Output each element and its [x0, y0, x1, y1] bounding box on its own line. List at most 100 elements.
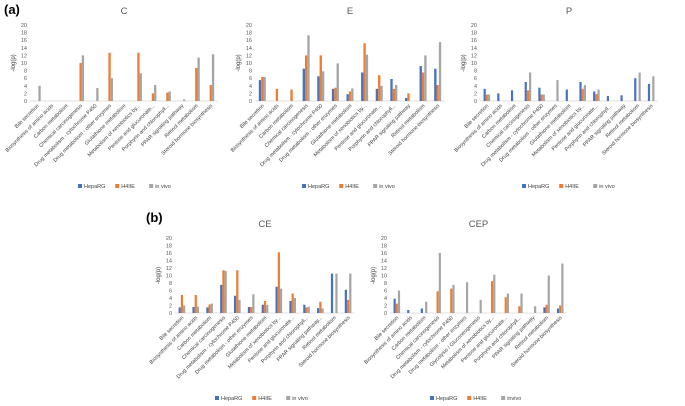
bar-h4iie: [395, 303, 398, 314]
bar-h4iie: [378, 75, 381, 101]
y-tick-label: 12: [381, 266, 387, 272]
bar-heparg: [565, 89, 568, 101]
y-tick-label: 0: [249, 99, 252, 105]
bar-in-vivo: [487, 94, 491, 101]
bar-heparg: [206, 307, 209, 314]
legend-swatch: [430, 396, 434, 400]
bar-in-vivo: [183, 305, 186, 313]
bar-h4iie: [526, 90, 530, 101]
bar-heparg: [420, 308, 423, 313]
y-tick-label: 20: [381, 236, 387, 242]
bar-in-vivo: [556, 80, 559, 101]
bar-heparg: [302, 68, 305, 101]
panel-label-b: (b): [146, 210, 163, 225]
y-axis-label: -log(p): [156, 267, 162, 284]
bar-h4iie: [319, 301, 322, 313]
bar-in-vivo: [154, 85, 157, 101]
bar-h4iie: [79, 63, 82, 101]
bar-heparg: [556, 308, 560, 313]
bar-h4iie: [581, 88, 584, 101]
bar-h4iie: [208, 304, 211, 314]
bar-in-vivo: [351, 88, 354, 101]
bar-heparg: [346, 94, 349, 101]
bar-in-vivo: [197, 57, 200, 101]
bar-heparg: [233, 295, 237, 313]
bar-h4iie: [222, 270, 225, 313]
y-tick-label: 16: [471, 38, 477, 44]
y-axis-label: -log(p): [461, 54, 467, 71]
y-tick-label: 2: [384, 304, 387, 310]
y-tick-label: 4: [474, 84, 477, 90]
bar-heparg: [483, 88, 486, 101]
bar-h4iie: [540, 94, 543, 101]
legend-swatch: [252, 396, 257, 400]
bar-in-vivo: [506, 293, 509, 313]
bar-heparg: [331, 88, 335, 101]
bar-h4iie: [151, 93, 155, 101]
bar-h4iie: [392, 88, 396, 101]
y-tick-label: 8: [474, 69, 477, 75]
legend-entry: H4IIE: [345, 184, 359, 190]
bar-h4iie: [545, 304, 548, 313]
bar-h4iie: [450, 288, 453, 314]
bar-heparg: [524, 82, 527, 101]
bar-in-vivo: [561, 263, 564, 313]
y-tick-label: 18: [166, 244, 172, 250]
chart-title: CEP: [469, 219, 489, 230]
bar-heparg: [404, 97, 408, 101]
y-tick-label: 4: [249, 84, 252, 90]
bar-h4iie: [421, 72, 425, 101]
legend-swatch: [78, 184, 82, 188]
bar-heparg: [538, 87, 541, 101]
bar-in-vivo: [210, 303, 213, 314]
y-tick-label: 12: [246, 53, 252, 59]
y-tick-label: 2: [474, 91, 477, 97]
bar-heparg: [510, 90, 514, 101]
bar-h4iie: [261, 77, 264, 101]
bar-in-vivo: [652, 76, 655, 101]
bar-h4iie: [595, 94, 598, 101]
y-tick-label: 2: [169, 304, 172, 310]
y-tick-label: 2: [249, 91, 252, 97]
y-tick-label: 10: [21, 61, 27, 67]
y-tick-label: 6: [249, 76, 252, 82]
y-tick-label: 0: [384, 311, 387, 317]
legend-swatch: [373, 184, 378, 188]
bar-in-vivo: [168, 91, 171, 101]
bar-h4iie: [559, 305, 562, 313]
bar-in-vivo: [307, 306, 310, 314]
bar-heparg: [247, 307, 251, 313]
bar-h4iie: [334, 87, 337, 101]
legend-swatch: [302, 184, 306, 188]
bar-h4iie: [108, 52, 111, 101]
y-axis-label: -log(p): [371, 267, 377, 284]
bar-in-vivo: [279, 288, 283, 314]
bar-h4iie: [518, 306, 521, 313]
legend-swatch: [339, 184, 344, 188]
y-tick-label: 10: [381, 274, 387, 280]
bar-h4iie: [436, 85, 439, 101]
bar-in-vivo: [438, 42, 442, 101]
y-axis-label: -log(p): [236, 54, 242, 71]
bar-h4iie: [485, 94, 488, 101]
y-tick-label: 14: [166, 259, 172, 265]
bar-in-vivo: [321, 71, 325, 101]
y-tick-label: 8: [384, 281, 387, 287]
bar-h4iie: [319, 55, 322, 101]
bar-in-vivo: [349, 273, 352, 314]
bar-in-vivo: [266, 304, 269, 313]
bar-h4iie: [291, 293, 294, 313]
bar-in-vivo: [424, 55, 427, 101]
bar-in-vivo: [293, 298, 297, 313]
bar-heparg: [620, 95, 623, 101]
bar-heparg: [543, 307, 546, 314]
bar-in-vivo: [38, 85, 41, 101]
bar-h4iie: [436, 291, 439, 313]
y-tick-label: 10: [471, 61, 477, 67]
bar-h4iie: [137, 52, 140, 101]
y-tick-label: 14: [381, 259, 387, 265]
bar-h4iie: [180, 295, 184, 313]
bar-h4iie: [277, 252, 280, 313]
